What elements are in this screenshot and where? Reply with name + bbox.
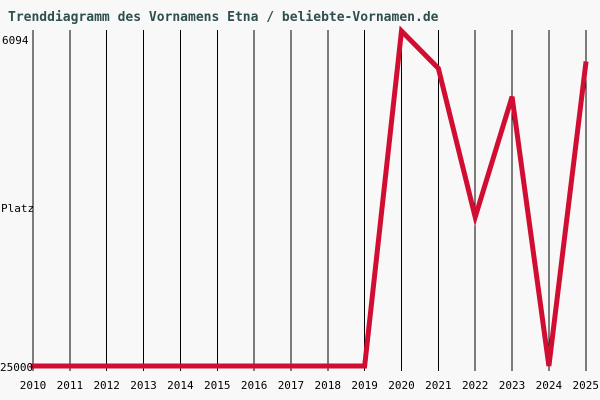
x-tick-label: 2016 (240, 379, 268, 392)
x-tick-label: 2011 (56, 379, 84, 392)
page-title: Trenddiagramm des Vornamens Etna / belie… (8, 10, 439, 25)
x-tick-label: 2022 (461, 379, 489, 392)
y-axis-max-label: 6094 (2, 34, 29, 47)
y-axis-title: Platz (1, 202, 35, 215)
x-tick-label: 2025 (572, 379, 600, 392)
y-axis-min-label: 25000 (0, 361, 34, 374)
x-tick-label: 2017 (277, 379, 305, 392)
x-tick-label: 2015 (204, 379, 231, 392)
x-tick-label: 2021 (425, 379, 452, 392)
x-tick-label: 2014 (167, 379, 194, 392)
x-tick-label: 2012 (93, 379, 120, 392)
trend-line (30, 25, 589, 369)
x-tick-label: 2018 (314, 379, 342, 392)
x-tick-label: 2019 (351, 379, 378, 392)
x-tick-label: 2013 (130, 379, 157, 392)
x-tick-label: 2023 (498, 379, 526, 392)
x-tick-label: 2024 (535, 379, 563, 392)
x-tick-label: 2010 (19, 379, 47, 392)
x-tick-label: 2020 (388, 379, 415, 392)
